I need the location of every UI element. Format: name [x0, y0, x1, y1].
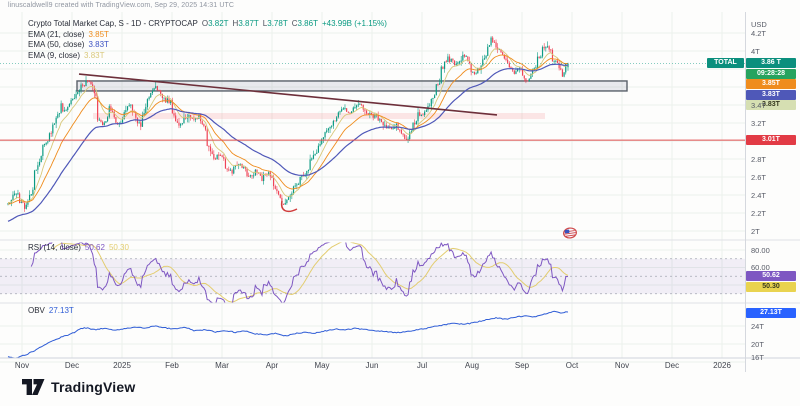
symbol-total-badge: TOTAL	[707, 58, 744, 68]
price-tick-label-2T[interactable]: 2T	[751, 226, 760, 236]
descending-trendline[interactable]	[78, 73, 498, 116]
grid-layer	[0, 12, 800, 372]
change-value: +43.99B (+1.15%)	[321, 19, 387, 28]
time-axis-label-2026[interactable]: 2026	[713, 361, 731, 370]
price-pane[interactable]	[7, 36, 628, 222]
attribution-text: linuscaldwell9 created with TradingView.…	[8, 2, 235, 9]
time-axis-label-dec[interactable]: Dec	[64, 361, 80, 370]
time-axis-label-sep[interactable]: Sep	[514, 361, 530, 370]
bar-countdown-badge: 09:28:28	[746, 68, 796, 79]
ema9-value: 3.83T	[84, 50, 105, 60]
price-line-badge: 3.01T	[746, 135, 796, 145]
rsi-value: 50.62	[84, 243, 105, 252]
time-axis-label-feb[interactable]: Feb	[165, 361, 179, 370]
rsi-value-badge: 50.62	[746, 271, 796, 281]
price-tick-label-2.8T[interactable]: 2.8T	[751, 154, 767, 164]
ema21-label: EMA (21, close)	[28, 29, 85, 39]
last-price-badge: 3.86 T	[746, 58, 796, 68]
ema50-price-badge: 3.83T	[746, 89, 796, 100]
price-tick-label-4.2T[interactable]: 4.2T	[751, 28, 767, 38]
ema9-price-badge: 3.83T	[746, 100, 796, 110]
obv-pane[interactable]	[7, 310, 569, 358]
open-label: O	[201, 19, 209, 28]
obv-tick-label-24T[interactable]: 24T	[751, 321, 764, 331]
time-axis-label-dec[interactable]: Dec	[664, 361, 680, 370]
price-tick-label-2.2T[interactable]: 2.2T	[751, 208, 767, 218]
rsi-pane[interactable]	[0, 239, 745, 306]
ema50-value: 3.83T	[88, 40, 109, 49]
obv-tick-label-16T[interactable]: 16T	[751, 352, 764, 362]
low-arc-annotation[interactable]	[280, 200, 298, 213]
time-axis-label-aug[interactable]: Aug	[464, 361, 480, 370]
time-axis-label-oct[interactable]: Oct	[565, 361, 579, 370]
price-tick-label-2.4T[interactable]: 2.4T	[751, 190, 767, 200]
tradingview-logo[interactable]: TradingView	[22, 377, 135, 397]
obv-line	[7, 310, 569, 358]
price-tick-label-3.4T[interactable]: 3.4T	[751, 100, 767, 110]
rsi-legend-row[interactable]: RSI (14, close) 50.62 50.30	[28, 243, 129, 252]
annotation-layer	[0, 63, 745, 239]
rsi-ma-line	[52, 242, 569, 303]
ema9-legend-row[interactable]: EMA (9, close) 3.83T	[28, 51, 387, 62]
high-value: 3.87T	[238, 19, 259, 28]
currency-label: USD	[751, 20, 767, 29]
ema9-label: EMA (9, close)	[28, 50, 81, 60]
price-tick-label-4T[interactable]: 4T	[751, 46, 760, 56]
obv-tick-label-20T[interactable]: 20T	[751, 339, 764, 349]
time-axis-label-2025[interactable]: 2025	[113, 361, 131, 370]
ema21-line	[7, 54, 568, 205]
rsi-line	[30, 242, 569, 303]
tradingview-logo-text: TradingView	[51, 379, 136, 395]
ema50-line	[7, 63, 569, 222]
close-value: 3.86T	[297, 19, 318, 28]
rsi-label: RSI (14, close)	[28, 243, 81, 252]
ema21-legend-row[interactable]: EMA (21, close) 3.85T	[28, 30, 387, 41]
legend: Crypto Total Market Cap, S - 1D - CRYPTO…	[28, 19, 387, 61]
tradingview-logo-icon	[22, 379, 45, 395]
symbol-legend-row[interactable]: Crypto Total Market Cap, S - 1D - CRYPTO…	[28, 19, 387, 30]
ema50-legend-row[interactable]: EMA (50, close) 3.83T	[28, 40, 387, 51]
time-axis-label-jul[interactable]: Jul	[416, 361, 428, 370]
obv-value-badge: 27.13T	[746, 308, 796, 318]
low-label: L	[262, 19, 268, 28]
down-candle-wicks	[19, 36, 563, 212]
rsi-tick-label-80.00[interactable]: 80.00	[751, 245, 770, 255]
rsi-tick-label-60.00[interactable]: 60.00	[751, 263, 770, 272]
time-axis-label-apr[interactable]: Apr	[265, 361, 279, 370]
obv-value: 27.13T	[48, 306, 74, 315]
ema21-price-badge: 3.85T	[746, 79, 796, 89]
time-axis-label-nov[interactable]: Nov	[614, 361, 630, 370]
resistance-box[interactable]	[76, 80, 628, 92]
obv-legend-row[interactable]: OBV 27.13T	[28, 306, 74, 315]
close-label: C	[291, 19, 298, 28]
price-tick-label-2.6T[interactable]: 2.6T	[751, 172, 767, 182]
symbol-title: Crypto Total Market Cap, S - 1D - CRYPTO…	[28, 19, 198, 28]
pink-supply-zone[interactable]	[93, 113, 545, 120]
time-axis-label-mar[interactable]: Mar	[215, 361, 229, 370]
high-label: H	[232, 19, 239, 28]
rsi-ma-value: 50.30	[108, 243, 129, 252]
rsi-ma-value-badge: 50.30	[746, 281, 796, 292]
time-axis-label-jun[interactable]: Jun	[365, 361, 379, 370]
ema50-label: EMA (50, close)	[28, 40, 85, 49]
low-value: 3.78T	[267, 19, 288, 28]
time-axis-label-may[interactable]: May	[314, 361, 330, 370]
open-value: 3.82T	[208, 19, 229, 28]
obv-label: OBV	[28, 306, 45, 315]
time-axis-label-nov[interactable]: Nov	[14, 361, 30, 370]
ema21-value: 3.85T	[88, 29, 109, 39]
ema9-line	[8, 48, 569, 203]
economic-event-flag-icon[interactable]	[563, 227, 577, 239]
price-tick-label-3.2T[interactable]: 3.2T	[751, 118, 767, 128]
